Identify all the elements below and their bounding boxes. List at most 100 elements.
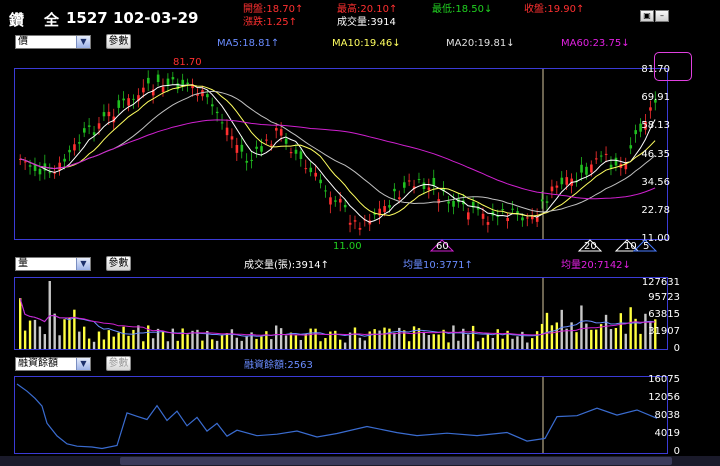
price-axis-label: 46.35: [641, 149, 670, 160]
volume-bar: [309, 328, 312, 349]
volume-bar: [550, 325, 554, 349]
volume-bar: [348, 332, 352, 349]
candle-body: [284, 138, 288, 144]
volume-bar: [585, 323, 588, 349]
volume-bar: [496, 329, 499, 349]
volume-bar: [289, 332, 293, 349]
candle-body: [28, 165, 32, 167]
ma-markers: [429, 239, 658, 252]
volume-bar: [329, 331, 332, 349]
candle-body: [73, 144, 76, 151]
volume-indicator-select[interactable]: 量 ▼: [15, 257, 91, 271]
volume-bar: [609, 329, 613, 349]
volume-bar: [122, 326, 125, 349]
candle-body: [225, 127, 229, 136]
candle-body: [595, 158, 598, 160]
volume-bar: [476, 341, 480, 349]
ma5-label: MA5:18.81↑: [217, 38, 280, 49]
volume-bar: [427, 334, 431, 349]
candle-body: [639, 123, 642, 132]
volume-param-button[interactable]: 參數: [106, 256, 131, 271]
volume-bar: [462, 328, 465, 349]
volume-bar: [87, 338, 91, 349]
price-select-value: 價: [18, 36, 28, 47]
margin-indicator-select[interactable]: 融資餘額 ▼: [15, 357, 91, 371]
candle-body: [427, 187, 431, 191]
candle-body: [309, 167, 313, 173]
volume-bar: [407, 341, 411, 349]
price-indicator-select[interactable]: 價 ▼: [15, 35, 91, 49]
volume-bar: [196, 329, 199, 349]
candle-body: [33, 164, 37, 171]
volume-bar: [383, 327, 386, 349]
candle-body: [68, 149, 71, 153]
volume-bar: [191, 330, 194, 349]
volume-bar: [491, 337, 495, 349]
volume-chart-panel[interactable]: [14, 277, 668, 350]
volume-bar: [151, 338, 155, 349]
volume-bar: [63, 319, 66, 349]
volume-bar: [73, 309, 76, 349]
margin-axis-label: 0: [673, 446, 680, 457]
volume-bar: [211, 339, 214, 349]
candle-body: [644, 121, 647, 130]
horizontal-scrollbar[interactable]: [0, 456, 720, 466]
volume-bar: [240, 340, 243, 349]
volume-bar: [186, 334, 189, 349]
volume-bar: [319, 341, 322, 349]
volume-bar: [215, 340, 219, 349]
candle-body: [201, 90, 204, 97]
volume-bar: [275, 325, 278, 349]
minimize-icon[interactable]: –: [655, 10, 669, 22]
margin-balance-label: 融資餘額:2563: [244, 360, 313, 371]
volume-bar: [595, 329, 598, 349]
margin-chart-panel[interactable]: [14, 376, 668, 454]
volume-bar: [206, 330, 209, 349]
candle-body: [102, 112, 106, 117]
candle-body: [624, 162, 628, 170]
volume-bar: [575, 332, 578, 349]
candle-body: [378, 208, 381, 216]
chevron-down-icon: ▼: [76, 36, 90, 48]
volume-bar: [403, 330, 406, 349]
volume-bar: [43, 334, 47, 349]
price-chart-panel[interactable]: [14, 68, 668, 240]
period-low-label: 11.00: [333, 241, 362, 252]
candle-body: [565, 177, 569, 185]
margin-balance-line: [16, 383, 658, 450]
price-param-button[interactable]: 參數: [106, 34, 131, 49]
candle-body: [38, 168, 42, 175]
volume-bar: [614, 328, 618, 349]
margin-param-button[interactable]: 參數: [106, 356, 131, 371]
candle-body: [117, 100, 121, 108]
volume-bar: [220, 335, 224, 349]
stock-symbol: 鑽: [9, 11, 25, 29]
restore-icon[interactable]: ▣: [640, 10, 654, 22]
candle-body: [53, 172, 57, 174]
volume-value: 成交量:3914: [337, 17, 396, 28]
margin-select-value: 融資餘額: [18, 358, 58, 369]
volume-bar: [590, 329, 593, 349]
volume-bar: [486, 333, 490, 349]
candle-body: [176, 83, 180, 90]
price-axis-label: 34.56: [641, 177, 670, 188]
volume-bar: [560, 309, 563, 349]
ma20-marker: 20: [584, 241, 597, 252]
change-value: 漲跌:1.25↑: [243, 17, 298, 28]
ma10-line: [19, 84, 656, 217]
candle-body: [334, 200, 337, 202]
volume-bar: [142, 341, 145, 349]
scrollbar-thumb[interactable]: [120, 457, 672, 465]
volume-bar: [225, 333, 229, 349]
ma10-marker: 10: [624, 241, 637, 252]
volume-bar: [378, 330, 381, 349]
candle-body: [555, 185, 559, 188]
candle-body: [398, 197, 401, 200]
volume-bar: [580, 305, 583, 349]
candle-body: [496, 215, 500, 217]
volume-bar: [501, 338, 504, 349]
candle-body: [432, 177, 436, 186]
volume-bar: [452, 325, 455, 349]
volume-bar: [147, 325, 150, 349]
volume-bar: [531, 338, 534, 349]
